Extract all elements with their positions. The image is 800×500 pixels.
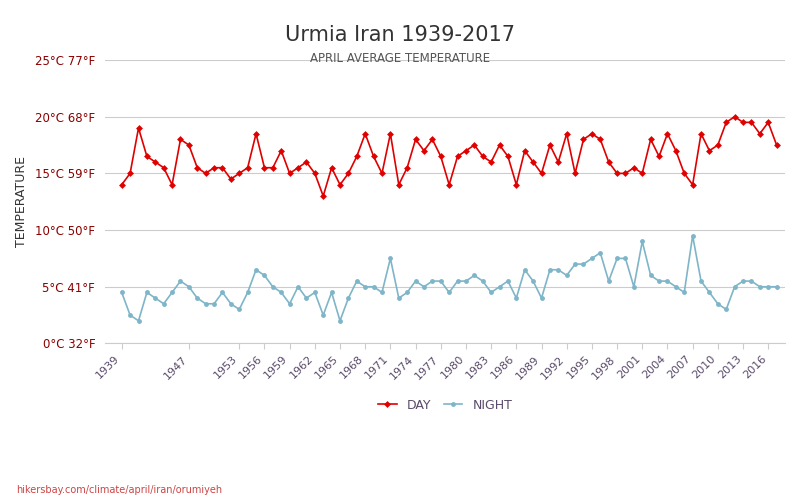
DAY (117, 182, 126, 188)
DAY (730, 114, 739, 119)
Legend: DAY, NIGHT: DAY, NIGHT (373, 394, 517, 416)
DAY (386, 130, 395, 136)
Line: DAY: DAY (119, 114, 779, 198)
Line: NIGHT: NIGHT (119, 234, 779, 323)
DAY (277, 148, 286, 154)
NIGHT (117, 290, 126, 296)
NIGHT (394, 295, 403, 301)
NIGHT (134, 318, 143, 324)
NIGHT (503, 278, 513, 284)
DAY (394, 182, 403, 188)
NIGHT (772, 284, 782, 290)
NIGHT (302, 295, 311, 301)
Text: hikersbay.com/climate/april/iran/orumiyeh: hikersbay.com/climate/april/iran/orumiye… (16, 485, 222, 495)
Y-axis label: TEMPERATURE: TEMPERATURE (15, 156, 28, 247)
DAY (772, 142, 782, 148)
NIGHT (386, 256, 395, 262)
DAY (503, 154, 513, 160)
NIGHT (285, 301, 294, 307)
Text: APRIL AVERAGE TEMPERATURE: APRIL AVERAGE TEMPERATURE (310, 52, 490, 66)
Text: Urmia Iran 1939-2017: Urmia Iran 1939-2017 (285, 25, 515, 45)
DAY (604, 159, 614, 165)
DAY (294, 164, 303, 170)
NIGHT (688, 232, 698, 238)
DAY (318, 193, 328, 199)
NIGHT (604, 278, 614, 284)
